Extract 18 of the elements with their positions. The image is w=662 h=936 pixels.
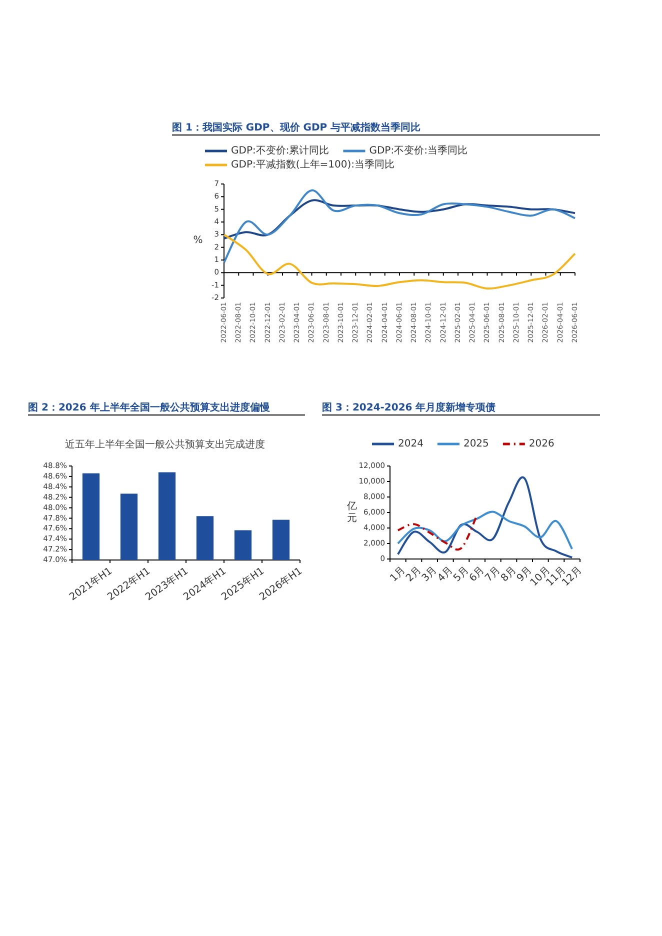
y-axis-title: 亿元 (346, 500, 357, 524)
line-series (223, 189, 576, 264)
y-axis-title: % (193, 234, 203, 246)
legend-label: GDP:不变价:累计同比 (231, 144, 330, 157)
legend-label: 2025 (463, 438, 489, 450)
chart-title: 图 2：2026 年上半年全国一般公共预算支出进度偏慢 (28, 402, 270, 414)
chart-subtitle: 近五年上半年全国一般公共预算支出完成进度 (65, 438, 265, 451)
x-tick-label: 3月 (420, 564, 440, 584)
legend-label: 2026 (528, 438, 554, 450)
line-series (396, 510, 574, 550)
legend-label: 2024 (398, 438, 424, 450)
line-series (396, 476, 574, 558)
legend-label: GDP:不变价:当季同比 (369, 144, 468, 157)
line-series (223, 199, 576, 240)
legend-label: GDP:平减指数(上年=100):当季同比 (231, 158, 394, 171)
chart-title: 图 1：我国实际 GDP、现价 GDP 与平减指数当季同比 (172, 122, 421, 134)
chart-title: 图 3：2024-2026 年月度新增专项债 (322, 402, 496, 414)
line-series (223, 234, 576, 290)
